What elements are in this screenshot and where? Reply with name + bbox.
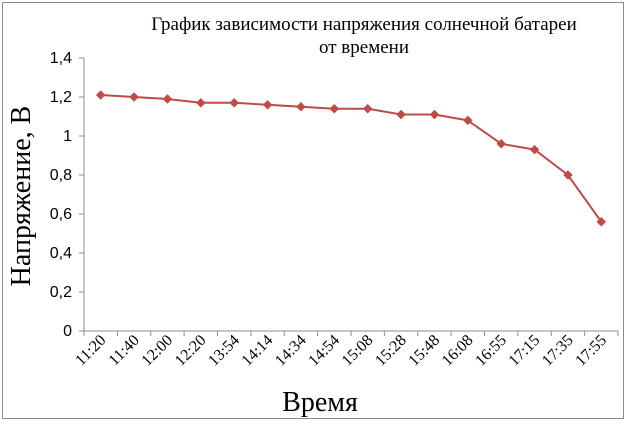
x-tick-label: 16:08	[439, 332, 477, 370]
data-point	[563, 170, 573, 180]
data-point	[296, 101, 306, 112]
data-point	[95, 90, 106, 100]
data-point	[229, 97, 240, 108]
x-tick-label: 13:54	[205, 332, 243, 370]
data-point	[329, 103, 340, 114]
y-tick-label: 0	[63, 323, 72, 340]
data-point	[129, 92, 139, 102]
data-point	[596, 216, 607, 227]
x-tick-label: 15:28	[372, 332, 410, 370]
data-point	[462, 115, 473, 126]
x-tick-label: 15:48	[405, 332, 443, 370]
chart-title-line-1: График зависимости напряжения солнечной …	[151, 14, 577, 35]
data-point	[496, 138, 507, 149]
series-line	[100, 94, 603, 223]
x-tick-label: 11:40	[106, 332, 143, 369]
y-tick-label: 1,4	[50, 50, 72, 67]
x-tick-label: 12:00	[138, 332, 176, 370]
x-tick-label: 17:15	[506, 332, 544, 370]
y-tick-label: 0,6	[50, 206, 72, 223]
y-tick-label: 0,2	[50, 284, 72, 301]
x-tick-label: 14:54	[305, 332, 343, 370]
data-point	[529, 144, 540, 155]
data-point	[362, 103, 373, 114]
y-axis-label: Напряжение, В	[6, 106, 37, 287]
data-point	[162, 94, 173, 104]
y-tick-label: 0,4	[50, 245, 72, 262]
data-point	[195, 97, 206, 108]
data-point	[262, 99, 273, 110]
x-tick-label: 17:55	[572, 332, 610, 370]
plot-area: 0 0,2 0,4 0,6 0,8 1 1,2 1,4 11:2011:4012:0012:20…	[50, 50, 619, 370]
chart-title-line-2: от времени	[319, 37, 409, 58]
data-point	[429, 109, 440, 120]
y-tick-label: 1,2	[50, 89, 72, 106]
x-tick-label: 14:34	[272, 332, 310, 370]
x-tick-label: 15:08	[339, 332, 377, 370]
y-tick-label: 1	[63, 128, 72, 145]
chart-frame	[2, 2, 624, 419]
x-tick-label: 14:14	[239, 332, 277, 370]
x-axis-label: Время	[282, 387, 358, 418]
x-tick-label: 12:20	[172, 332, 210, 370]
x-tick-label: 16:55	[472, 332, 510, 370]
y-tick-label: 0,8	[50, 167, 72, 184]
x-tick-label: 11:20	[72, 332, 109, 369]
x-tick-label: 17:35	[539, 332, 577, 370]
data-point	[396, 109, 406, 120]
